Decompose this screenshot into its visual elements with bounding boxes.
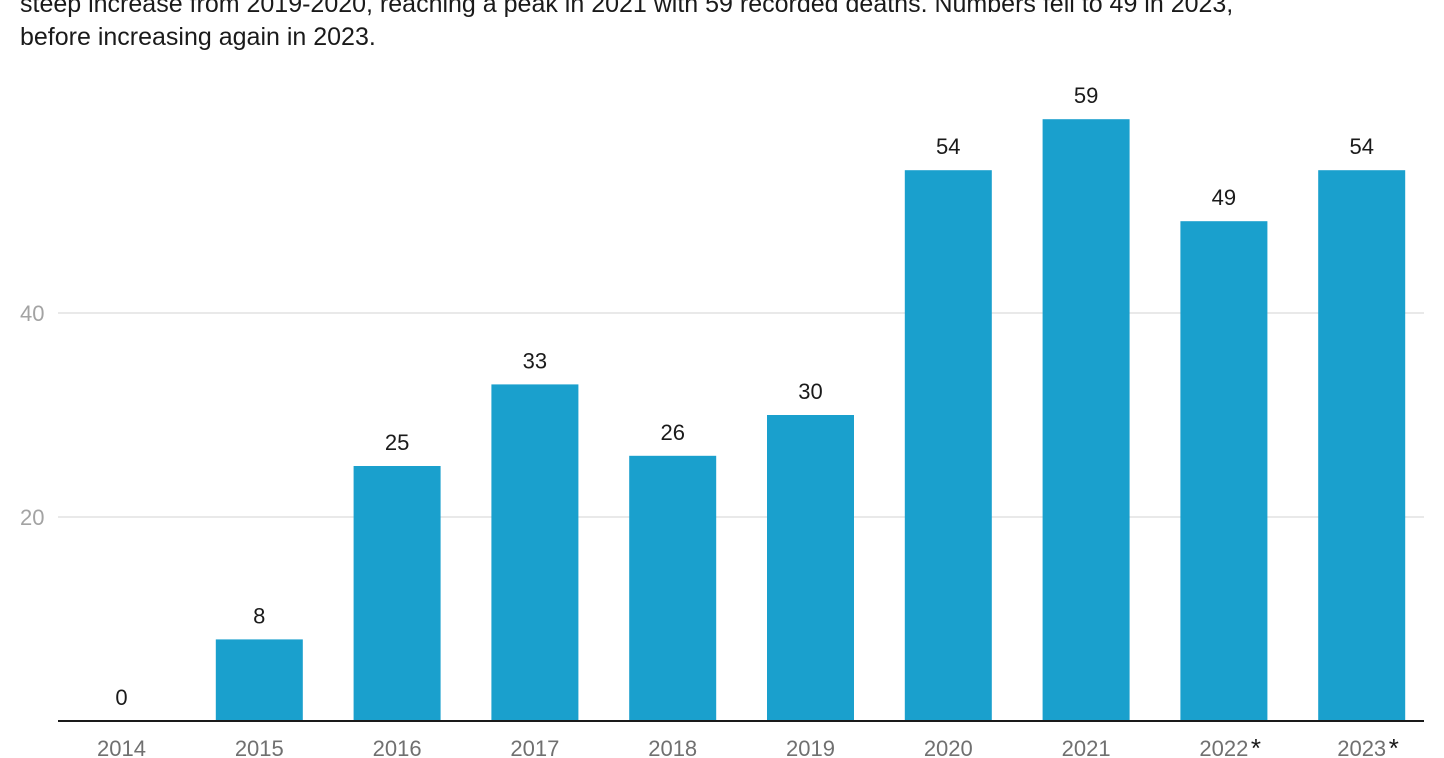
x-tick-label-2022: 2022	[1199, 736, 1248, 758]
bar-layer	[215, 119, 1406, 721]
x-tick-label-2019: 2019	[786, 736, 835, 758]
x-tick-label-2021: 2021	[1062, 736, 1111, 758]
data-label-2015: 8	[253, 603, 265, 628]
bar-2018	[629, 455, 717, 721]
data-label-2021: 59	[1074, 83, 1098, 108]
x-tick-label-2017: 2017	[510, 736, 559, 758]
bar-2021	[1042, 119, 1130, 721]
bar-2016	[353, 466, 441, 721]
x-tick-label-2014: 2014	[97, 736, 146, 758]
data-label-2020: 54	[936, 134, 960, 159]
data-label-2023: 54	[1349, 134, 1373, 159]
data-label-2018: 26	[660, 420, 684, 445]
x-tick-footnote-mark: *	[1251, 733, 1261, 758]
x-tick-footnote-mark: *	[1389, 733, 1399, 758]
x-tick-label-2018: 2018	[648, 736, 697, 758]
data-label-2019: 30	[798, 379, 822, 404]
data-label-2014: 0	[115, 685, 127, 710]
bar-2022	[1180, 221, 1268, 721]
x-tick-label-2015: 2015	[235, 736, 284, 758]
bar-2017	[491, 384, 579, 721]
x-tick-label-2016: 2016	[373, 736, 422, 758]
bar-2015	[215, 639, 303, 721]
bar-2020	[904, 170, 992, 721]
y-tick-label: 20	[20, 505, 44, 530]
data-label-2016: 25	[385, 430, 409, 455]
description-line-2: before increasing again in 2023.	[20, 23, 376, 51]
x-tick-label-2020: 2020	[924, 736, 973, 758]
chart-description: steep increase from 2019-2020, reaching …	[20, 0, 1420, 54]
description-line-1: steep increase from 2019-2020, reaching …	[20, 0, 1234, 18]
data-label-2022: 49	[1212, 185, 1236, 210]
bar-2019	[767, 415, 854, 721]
label-layer: 0 2014 8 2015 25 2016 33 2017 26 2018 30 2019 54 2020…	[97, 83, 1399, 758]
y-tick-label: 40	[20, 301, 44, 326]
bar-2023	[1318, 170, 1406, 721]
data-label-2017: 33	[523, 348, 547, 373]
x-tick-label-2023: 2023	[1337, 736, 1386, 758]
